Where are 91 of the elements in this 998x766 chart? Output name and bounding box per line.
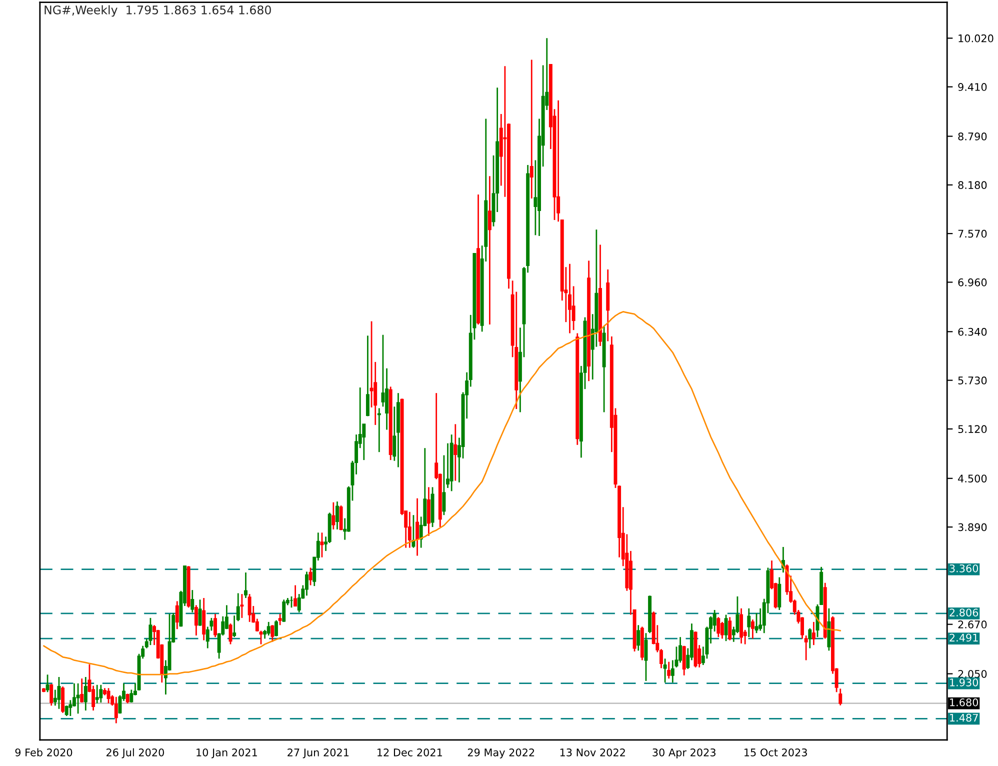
- candlestick: [667, 661, 671, 680]
- candlestick: [568, 263, 572, 334]
- candlestick: [366, 334, 370, 417]
- x-tick-label: 29 May 2022: [468, 748, 534, 758]
- candlestick: [278, 613, 282, 626]
- y-tick-label: 5.730: [958, 376, 987, 384]
- candlestick: [240, 593, 244, 619]
- candlestick: [377, 408, 381, 453]
- ref-line-label: 1.487: [950, 714, 978, 722]
- candlestick: [294, 584, 298, 607]
- candlestick: [126, 693, 130, 704]
- candlestick: [716, 616, 720, 638]
- candlestick: [636, 624, 640, 652]
- candlestick: [332, 502, 336, 530]
- x-tick-label: 12 Dec 2021: [378, 748, 442, 756]
- candlestick: [335, 500, 339, 530]
- ref-line-label: 2.491: [950, 634, 978, 642]
- candlestick: [530, 59, 534, 200]
- candlestick: [754, 612, 758, 634]
- candlestick: [838, 688, 842, 706]
- candlestick: [194, 604, 198, 636]
- candlestick: [426, 486, 430, 536]
- candlestick: [99, 684, 103, 704]
- candlestick: [720, 621, 724, 640]
- candlestick: [644, 632, 648, 682]
- candlestick: [778, 576, 782, 611]
- candlestick: [339, 504, 343, 531]
- candlestick: [370, 320, 374, 408]
- candlestick: [308, 567, 312, 586]
- y-tick-label: 2.670: [958, 620, 987, 628]
- candlestick: [750, 618, 754, 640]
- candlestick: [416, 498, 420, 556]
- candlestick: [248, 593, 252, 623]
- x-tick-label: 15 Oct 2023: [744, 748, 807, 756]
- candlestick: [320, 532, 324, 558]
- y-tick-label: 4.500: [958, 474, 987, 482]
- chart-title: NG#,Weekly 1.795 1.863 1.654 1.680: [44, 5, 271, 17]
- candlestick: [61, 686, 65, 714]
- y-tick-label: 10.020: [958, 34, 994, 42]
- x-tick-label: 30 Apr 2023: [652, 748, 716, 758]
- candlestick: [740, 608, 744, 644]
- candlestick: [80, 678, 84, 704]
- candlestick: [114, 696, 118, 724]
- ref-line-label: 2.806: [950, 608, 978, 616]
- candlestick: [812, 621, 816, 646]
- ref-line-label: 1.930: [950, 678, 978, 686]
- candlestick: [148, 617, 152, 646]
- candlestick: [682, 645, 686, 676]
- ref-line-label: 3.360: [950, 564, 978, 572]
- y-tick-label: 7.570: [958, 230, 987, 238]
- x-tick-label: 27 Jun 2021: [288, 748, 349, 758]
- candlestick: [84, 676, 88, 712]
- candlestick: [266, 621, 270, 636]
- y-tick-label: 5.120: [958, 425, 987, 434]
- candlestick: [50, 683, 54, 706]
- candlestick: [57, 676, 61, 710]
- candlestick: [663, 658, 667, 684]
- y-tick-label: 6.960: [958, 278, 987, 286]
- y-tick-label: 6.340: [958, 328, 987, 336]
- candlestick: [190, 589, 194, 614]
- candlestick: [724, 614, 728, 642]
- candlestick: [244, 572, 248, 599]
- candlestick: [76, 682, 80, 714]
- candlestick: [106, 687, 110, 704]
- candlestick: [442, 454, 446, 516]
- candlestick: [175, 600, 179, 630]
- candlestick: [808, 628, 812, 649]
- x-tick-label: 9 Feb 2020: [15, 748, 72, 756]
- candlestick: [282, 598, 286, 623]
- candlestick: [454, 423, 458, 482]
- candlestick: [728, 616, 732, 641]
- candlestick: [46, 674, 50, 693]
- candlestick: [670, 660, 674, 684]
- candlestick: [408, 511, 412, 548]
- x-tick-label: 13 Nov 2022: [560, 748, 625, 756]
- candlestick: [202, 597, 206, 641]
- ref-line-label: 1.680: [950, 698, 978, 706]
- x-tick-label: 10 Jan 2021: [196, 748, 257, 758]
- y-tick-label: 8.180: [958, 181, 987, 190]
- y-tick-label: 3.890: [958, 523, 987, 532]
- x-tick-label: 26 Jul 2020: [106, 748, 164, 758]
- candlestick: [214, 613, 217, 638]
- y-tick-label: 9.410: [958, 83, 987, 91]
- candlestick: [305, 570, 308, 596]
- candlestick: [270, 624, 274, 643]
- candlestick: [274, 620, 278, 637]
- candlestick: [747, 608, 751, 638]
- y-tick-label: 8.790: [958, 132, 987, 140]
- candlestick: [488, 175, 492, 326]
- candlestick: [678, 636, 682, 664]
- candlestick: [95, 684, 99, 704]
